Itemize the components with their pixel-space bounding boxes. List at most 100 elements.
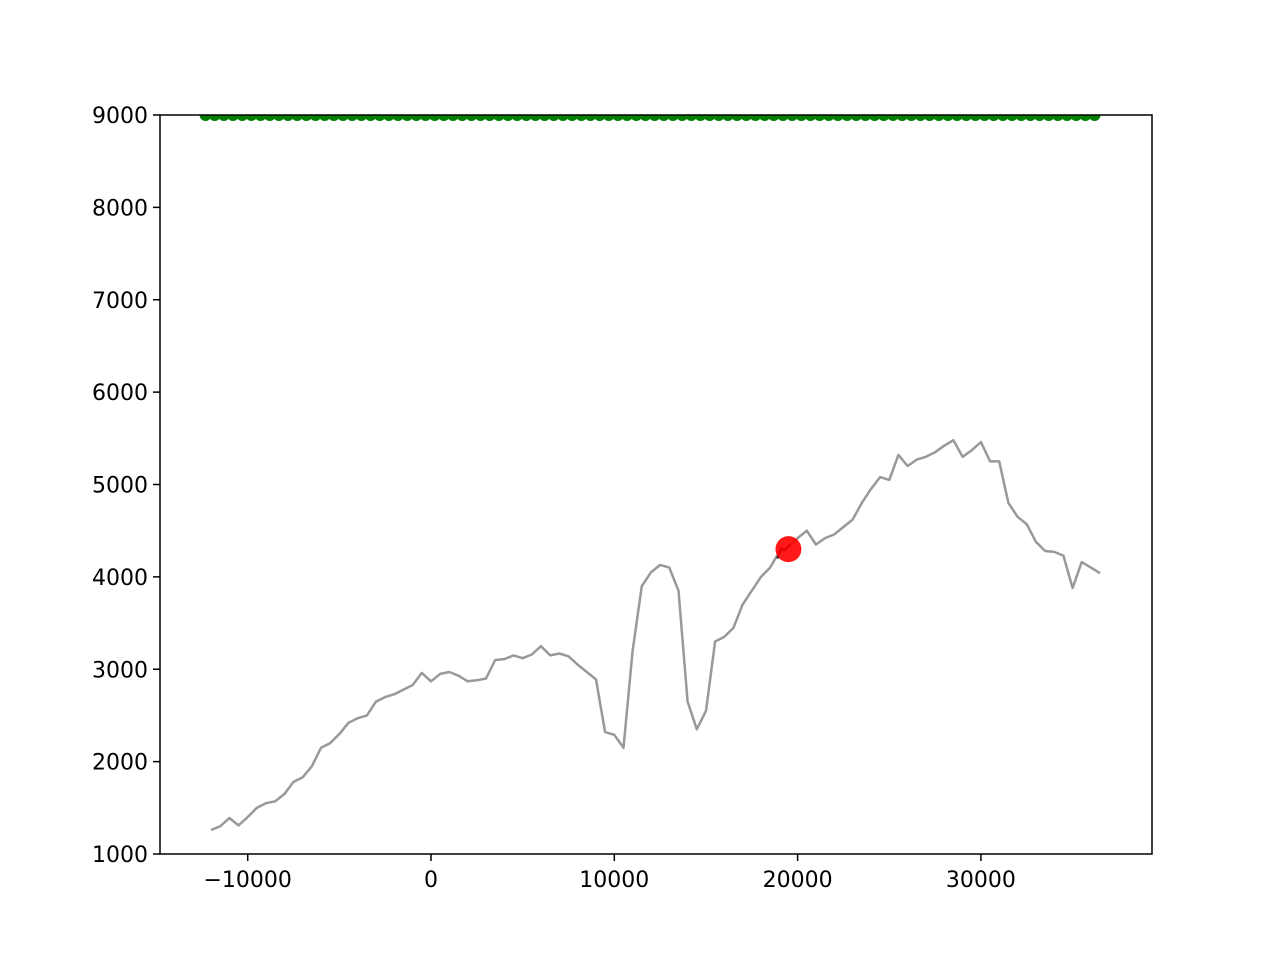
scatter-point (382, 115, 395, 121)
scatter-point (584, 115, 597, 121)
scatter-point (749, 115, 762, 121)
scatter-point (538, 115, 551, 121)
x-tick-label: 0 (424, 868, 438, 893)
scatter-point (795, 115, 808, 121)
scatter-point (923, 115, 936, 121)
scatter-point (575, 115, 588, 121)
scatter-point (520, 115, 533, 121)
scatter-point (676, 115, 689, 121)
scatter-point (758, 115, 771, 121)
scatter-point (1015, 115, 1028, 121)
y-tick-label: 1000 (92, 843, 148, 868)
scatter-point (775, 536, 802, 563)
scatter-point (300, 115, 313, 121)
scatter-point (1061, 115, 1074, 121)
scatter-point (291, 115, 304, 121)
scatter-point (951, 115, 964, 121)
scatter-point (282, 115, 295, 121)
scatter-point (822, 115, 835, 121)
scatter-point (474, 115, 487, 121)
scatter-point (364, 115, 377, 121)
scatter-point (529, 115, 542, 121)
scatter-point (630, 115, 643, 121)
scatter-point (850, 115, 863, 121)
scatter-point (621, 115, 634, 121)
x-tick-label: 30000 (946, 868, 1016, 893)
scatter-point (337, 115, 350, 121)
scatter-point (309, 115, 322, 121)
scatter-point (639, 115, 652, 121)
scatter-point (941, 115, 954, 121)
scatter-point (1042, 115, 1055, 121)
scatter-point (685, 115, 698, 121)
scatter-point (712, 115, 725, 121)
scatter-point (511, 115, 524, 121)
scatter-point (932, 115, 945, 121)
y-tick-label: 6000 (92, 381, 148, 406)
scatter-point (960, 115, 973, 121)
scatter-point (804, 115, 817, 121)
scatter-point (886, 115, 899, 121)
scatter-point (1024, 115, 1037, 121)
scatter-point (456, 115, 469, 121)
scatter-point (593, 115, 606, 121)
y-tick-label: 9000 (92, 104, 148, 129)
scatter-point (657, 115, 670, 121)
scatter-point (868, 115, 881, 121)
scatter-point (245, 115, 258, 121)
scatter-point (996, 115, 1009, 121)
scatter-point (401, 115, 414, 121)
scatter-point (227, 115, 240, 121)
scatter-point (492, 115, 505, 121)
scatter-point (786, 115, 799, 121)
axes: −10000 0 10000 20000 30000 1000 2000 3000 4000 50… (92, 104, 1016, 893)
scatter-point (236, 115, 249, 121)
scatter-point (272, 115, 285, 121)
scatter-point (1006, 115, 1019, 121)
scatter-point (346, 115, 359, 121)
scatter-point (978, 115, 991, 121)
y-tick-label: 2000 (92, 751, 148, 776)
scatter-point (703, 115, 716, 121)
scatter-point (208, 115, 221, 121)
y-tick-label: 8000 (92, 196, 148, 221)
scatter-point (547, 115, 560, 121)
scatter-point (905, 115, 918, 121)
scatter-point (841, 115, 854, 121)
scatter-point (813, 115, 826, 121)
x-tick-label: 10000 (579, 868, 649, 893)
line-series (210, 438, 1101, 832)
scatter-point (428, 115, 441, 121)
scatter-point (666, 115, 679, 121)
scatter-point (987, 115, 1000, 121)
y-tick-label: 5000 (92, 474, 148, 499)
scatter-point (1033, 115, 1046, 121)
x-tick-label: −10000 (203, 868, 291, 893)
scatter-point (199, 115, 212, 121)
scatter-point (437, 115, 450, 121)
scatter-point (217, 115, 230, 121)
scatter-point (263, 115, 276, 121)
scatter-point (501, 115, 514, 121)
scatter-point (254, 115, 267, 121)
scatter-point (392, 115, 405, 121)
scatter-point (767, 115, 780, 121)
scatter-point (648, 115, 661, 121)
scatter-point (373, 115, 386, 121)
y-tick-label: 4000 (92, 566, 148, 591)
scatter-point (327, 115, 340, 121)
scatter-point (1088, 115, 1101, 121)
scatter-point (721, 115, 734, 121)
scatter-point (465, 115, 478, 121)
scatter-point (447, 115, 460, 121)
scatter-point (859, 115, 872, 121)
scatter-point (831, 115, 844, 121)
x-tick-label: 20000 (763, 868, 833, 893)
scatter-point (914, 115, 927, 121)
scatter-point (731, 115, 744, 121)
y-tick-label: 3000 (92, 658, 148, 683)
scatter-point (602, 115, 615, 121)
scatter-point (776, 115, 789, 121)
